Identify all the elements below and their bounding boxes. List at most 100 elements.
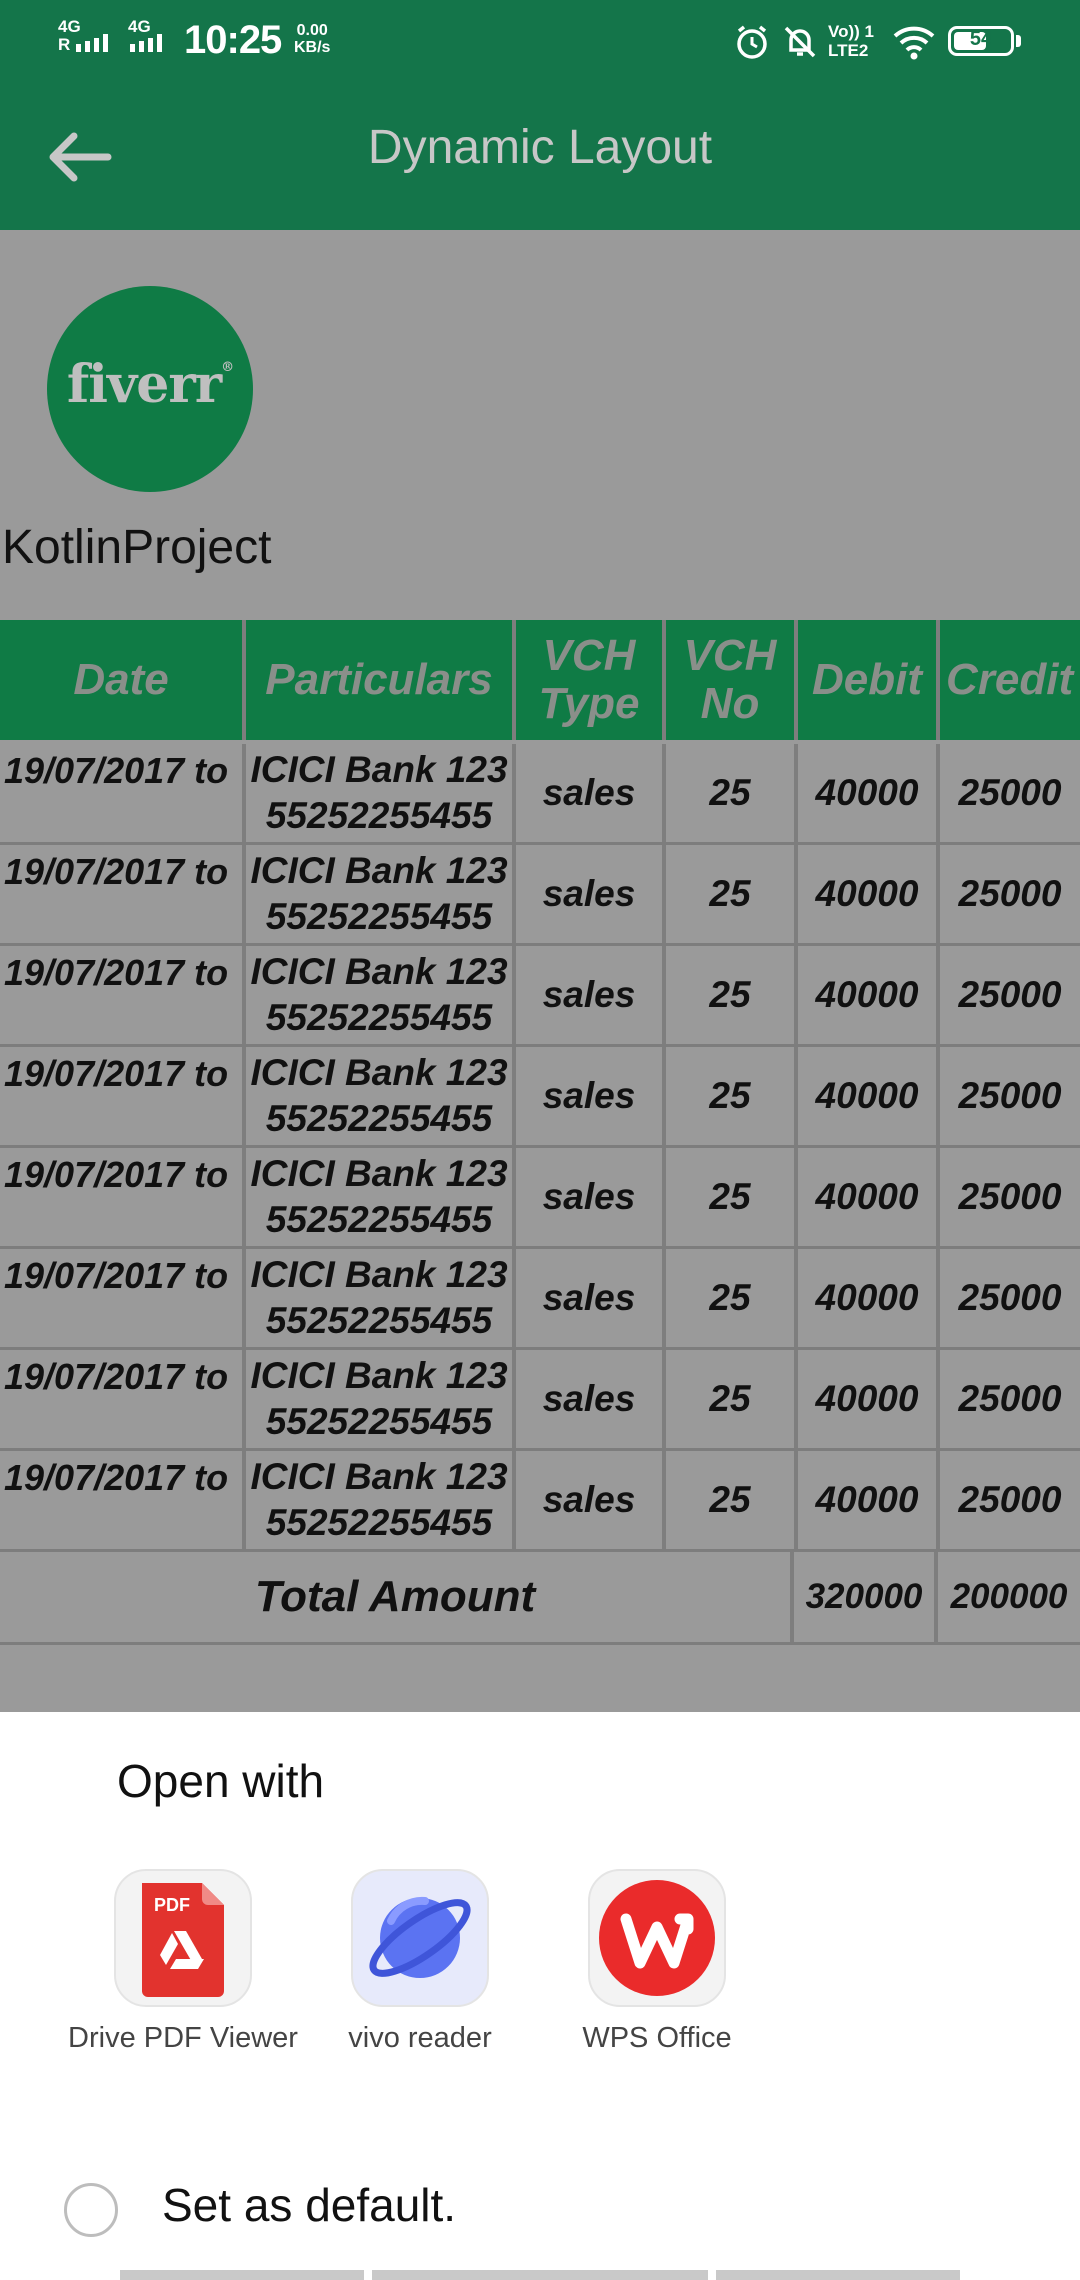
app-option-wps-office[interactable]: WPS Office: [537, 1869, 777, 2056]
table-row: 19/07/2017 to ICICI Bank 123 55252255455 s…: [0, 1047, 1080, 1148]
header-vch-no: VCH No: [666, 620, 798, 740]
sheet-action-button-2[interactable]: [372, 2270, 708, 2280]
table-row: 19/07/2017 to ICICI Bank 123 55252255455 s…: [0, 1350, 1080, 1451]
cell-date: 19/07/2017 to: [0, 744, 246, 842]
cell-date: 19/07/2017 to: [0, 1451, 246, 1549]
cell-debit: 40000: [798, 1047, 940, 1145]
table-row: 19/07/2017 to ICICI Bank 123 55252255455 s…: [0, 1249, 1080, 1350]
logo-registered-mark: ®: [221, 360, 234, 375]
cell-vch-no: 25: [666, 845, 798, 943]
cell-debit: 40000: [798, 1249, 940, 1347]
wps-logo-icon: [588, 1869, 726, 2007]
app-label-drive-pdf-viewer: Drive PDF Viewer: [68, 2022, 298, 2054]
header-particulars: Particulars: [246, 620, 516, 740]
app-bar: Dynamic Layout: [0, 84, 1080, 230]
cell-date: 19/07/2017 to: [0, 845, 246, 943]
logo-text: fiverr: [66, 354, 222, 415]
volte-indicator: Vo)) 1 LTE2: [828, 22, 874, 60]
network-speed-unit: KB/s: [294, 39, 331, 56]
cell-credit: 25000: [958, 873, 1062, 914]
cell-credit: 25000: [958, 1277, 1062, 1318]
cell-credit: 25000: [958, 772, 1062, 813]
cell-vch-no: 25: [666, 1047, 798, 1145]
status-bar: 4G R 4G 10:25 0.00 KB/s Vo)) 1 LTE2 54: [0, 0, 1080, 84]
cell-vch-type: sales: [516, 1350, 666, 1448]
table-row: 19/07/2017 to ICICI Bank 123 55252255455 s…: [0, 946, 1080, 1047]
table-row: 19/07/2017 to ICICI Bank 123 55252255455 s…: [0, 845, 1080, 946]
cell-particulars: ICICI Bank 123 55252255455: [246, 946, 516, 1044]
signal-1-icon: [76, 34, 108, 52]
set-default-radio[interactable]: [64, 2183, 118, 2237]
pdf-file-icon: PDF: [114, 1869, 252, 2007]
cell-vch-no: 25: [666, 1350, 798, 1448]
set-default-label[interactable]: Set as default.: [162, 2179, 457, 2231]
wifi-icon: [893, 26, 935, 60]
cell-debit: 40000: [798, 744, 940, 842]
battery-level: 54: [969, 28, 993, 50]
cell-vch-type: sales: [516, 1249, 666, 1347]
cell-credit: 25000: [958, 1075, 1062, 1116]
cell-credit: 25000: [958, 1378, 1062, 1419]
back-arrow-icon[interactable]: [40, 112, 130, 202]
cell-vch-no: 25: [666, 1148, 798, 1246]
app-label-vivo-reader: vivo reader: [348, 2022, 492, 2054]
page-title: Dynamic Layout: [367, 121, 713, 174]
cell-date: 19/07/2017 to: [0, 1047, 246, 1145]
cell-vch-type: sales: [516, 1148, 666, 1246]
header-debit: Debit: [798, 620, 940, 740]
cell-particulars: ICICI Bank 123 55252255455: [246, 1148, 516, 1246]
cell-vch-type: sales: [516, 1047, 666, 1145]
cell-vch-type: sales: [516, 1451, 666, 1549]
cell-vch-no: 25: [666, 1249, 798, 1347]
total-row: Total Amount 320000 200000: [0, 1549, 1080, 1645]
mute-bell-icon: [784, 26, 816, 58]
app-option-drive-pdf-viewer[interactable]: PDF Drive PDF Viewer: [63, 1869, 303, 2056]
cell-vch-type: sales: [516, 744, 666, 842]
cell-date: 19/07/2017 to: [0, 1148, 246, 1246]
cell-particulars: ICICI Bank 123 55252255455: [246, 744, 516, 842]
pdf-badge: PDF: [154, 1895, 190, 1915]
alarm-icon: [737, 25, 767, 59]
cell-particulars: ICICI Bank 123 55252255455: [246, 1451, 516, 1549]
planet-icon: [351, 1869, 489, 2007]
table-row: 19/07/2017 to ICICI Bank 123 55252255455 s…: [0, 744, 1080, 845]
app-option-vivo-reader[interactable]: vivo reader: [300, 1869, 540, 2056]
cell-debit: 40000: [798, 946, 940, 1044]
sheet-action-button-3[interactable]: [716, 2270, 960, 2280]
cell-date: 19/07/2017 to: [0, 1350, 246, 1448]
cell-particulars: ICICI Bank 123 55252255455: [246, 1249, 516, 1347]
cell-credit: 25000: [958, 1176, 1062, 1217]
cell-vch-type: sales: [516, 946, 666, 1044]
roaming-indicator: R: [58, 35, 71, 54]
cell-vch-no: 25: [666, 946, 798, 1044]
lte-label: LTE2: [828, 41, 869, 60]
network-speed: 0.00 KB/s: [294, 22, 330, 56]
cell-vch-no: 25: [666, 1451, 798, 1549]
total-debit: 320000: [794, 1552, 938, 1642]
cell-debit: 40000: [798, 1148, 940, 1246]
header-date: Date: [0, 620, 246, 740]
table-row: 19/07/2017 to ICICI Bank 123 55252255455 s…: [0, 1148, 1080, 1249]
table-header: Date Particulars VCH Type VCH No Debit C…: [0, 620, 1080, 740]
battery-tip: [1016, 35, 1021, 47]
cell-vch-type: sales: [516, 845, 666, 943]
total-label: Total Amount: [0, 1552, 794, 1642]
header-credit: Credit: [946, 655, 1074, 704]
network-type-2: 4G: [128, 17, 151, 36]
signal-2-icon: [130, 34, 162, 52]
cell-credit: 25000: [958, 1479, 1062, 1520]
volte-label: Vo)) 1: [828, 22, 874, 41]
fiverr-wordmark: fiverr®: [47, 354, 253, 415]
app-label-wps-office: WPS Office: [582, 2022, 732, 2054]
network-label-1: 4G: [58, 17, 81, 36]
cell-debit: 40000: [798, 1451, 940, 1549]
cell-debit: 40000: [798, 845, 940, 943]
cell-particulars: ICICI Bank 123 55252255455: [246, 1350, 516, 1448]
open-with-sheet: Open with PDF Drive PDF Viewer vivo read…: [0, 1712, 1080, 2280]
sheet-action-button-1[interactable]: [120, 2270, 364, 2280]
sheet-title: Open with: [117, 1755, 325, 1807]
battery-icon: 54: [948, 26, 1014, 56]
cell-vch-no: 25: [666, 744, 798, 842]
cell-debit: 40000: [798, 1350, 940, 1448]
header-vch-type: VCH Type: [516, 620, 666, 740]
